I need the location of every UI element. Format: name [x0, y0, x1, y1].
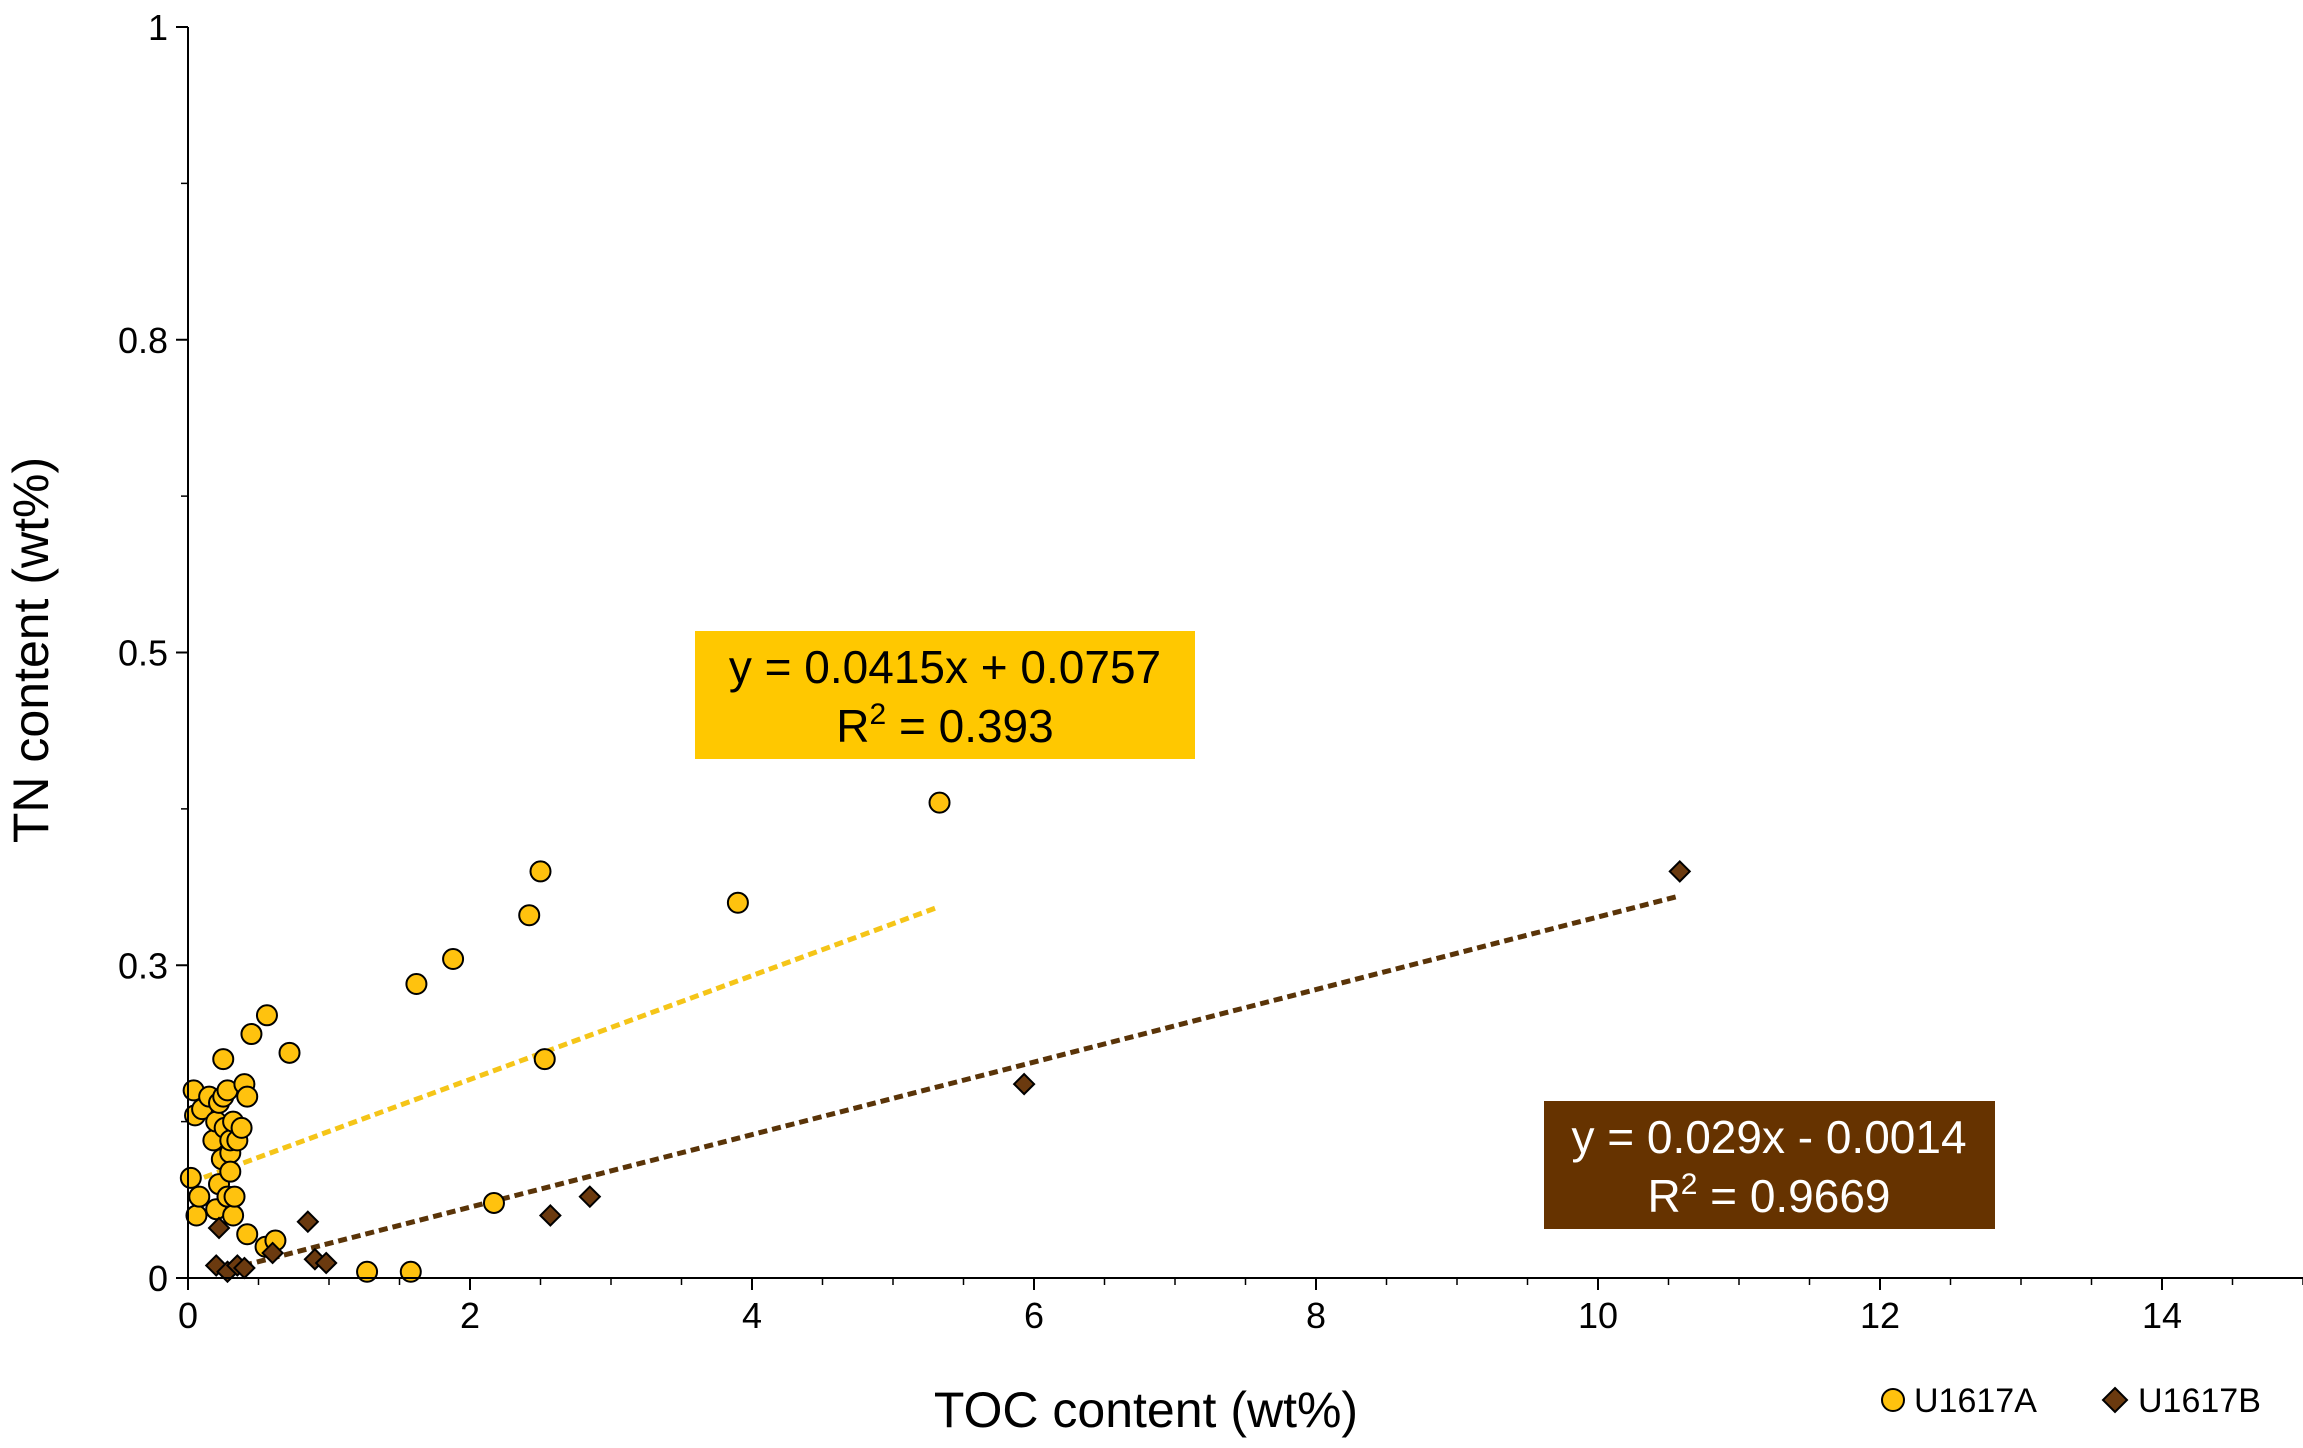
point-u1617a [219, 1160, 242, 1183]
point-u1617a [212, 1048, 235, 1071]
point-u1617b [207, 1216, 231, 1240]
point-u1617a [240, 1023, 263, 1046]
point-u1617a [442, 947, 465, 970]
point-u1617b [296, 1210, 320, 1234]
x-tick-label: 0 [178, 1295, 198, 1336]
axes: 00.30.50.810 2 4 6 8 10 12 14 [118, 7, 2303, 1336]
equation-box-u1617a: y = 0.0415x + 0.0757 R2 = 0.393 [695, 631, 1195, 759]
y-tick-label: 0 [148, 1258, 168, 1299]
point-u1617a [278, 1041, 301, 1064]
legend-u1617b-label: U1617B [2138, 1382, 2261, 1420]
trendline-u1617a [189, 904, 941, 1185]
x-tick-label: 10 [1578, 1295, 1618, 1336]
point-u1617b [538, 1204, 562, 1227]
point-u1617a [222, 1204, 245, 1227]
data-points [179, 791, 1692, 1284]
legend-u1617b-marker [2101, 1386, 2129, 1414]
point-u1617a [928, 791, 951, 814]
equation-u1617a-sup: 2 [870, 698, 887, 731]
point-u1617a [236, 1223, 259, 1246]
point-u1617b [1668, 860, 1692, 883]
x-tick-label: 12 [1860, 1295, 1900, 1336]
point-u1617b [578, 1185, 602, 1209]
point-u1617a [185, 1204, 208, 1227]
point-u1617a [726, 891, 749, 914]
legend: U1617A U1617B [1881, 1382, 2261, 1420]
x-tick-label: 2 [460, 1295, 480, 1336]
point-u1617a [405, 973, 428, 996]
point-u1617b [1012, 1072, 1036, 1096]
x-tick-label: 14 [2142, 1295, 2182, 1336]
y-tick-label: 0.8 [118, 320, 168, 361]
equation-u1617a-line2: R2 = 0.393 [836, 698, 1053, 752]
equation-u1617a-line1: y = 0.0415x + 0.0757 [729, 641, 1161, 693]
x-axis-title: TOC content (wt%) [934, 1382, 1358, 1438]
y-tick-label: 1 [148, 7, 168, 48]
trendlines [189, 893, 1681, 1275]
point-u1617a [356, 1260, 379, 1283]
equation-u1617b-line1: y = 0.029x - 0.0014 [1571, 1111, 1966, 1163]
point-u1617a [399, 1260, 422, 1283]
point-u1617a [482, 1191, 505, 1214]
point-u1617b [314, 1251, 338, 1275]
equation-u1617b-sup: 2 [1681, 1168, 1698, 1201]
point-u1617b [261, 1241, 285, 1265]
equation-u1617a-r2: = 0.393 [886, 700, 1054, 752]
equation-u1617b-r: R [1647, 1170, 1680, 1222]
legend-u1617a-label: U1617A [1914, 1382, 2037, 1420]
equation-box-u1617b-background [1544, 1101, 1995, 1229]
point-u1617a [179, 1166, 202, 1189]
equation-u1617b-r2: = 0.9669 [1697, 1170, 1890, 1222]
x-tick-label: 4 [742, 1295, 762, 1336]
y-tick-label: 0.5 [118, 633, 168, 674]
point-u1617a [188, 1185, 211, 1208]
point-u1617a [230, 1116, 253, 1139]
equation-u1617a-r: R [836, 700, 869, 752]
y-tick-label: 0.3 [118, 945, 168, 986]
equation-box-u1617a-background [695, 631, 1195, 759]
point-u1617a [529, 860, 552, 883]
equation-u1617b-line2: R2 = 0.9669 [1647, 1168, 1890, 1222]
point-u1617a [533, 1048, 556, 1071]
equation-box-u1617b: y = 0.029x - 0.0014 R2 = 0.9669 [1544, 1101, 1995, 1229]
point-u1617a [255, 1004, 278, 1027]
point-u1617a [223, 1185, 246, 1208]
point-u1617a [518, 904, 541, 927]
x-tick-label: 8 [1306, 1295, 1326, 1336]
trendline-u1617b [215, 893, 1681, 1275]
point-u1617a [236, 1085, 259, 1108]
x-tick-label: 6 [1024, 1295, 1044, 1336]
legend-u1617a-marker [1881, 1388, 1905, 1412]
y-axis-title: TN content (wt%) [3, 457, 59, 843]
